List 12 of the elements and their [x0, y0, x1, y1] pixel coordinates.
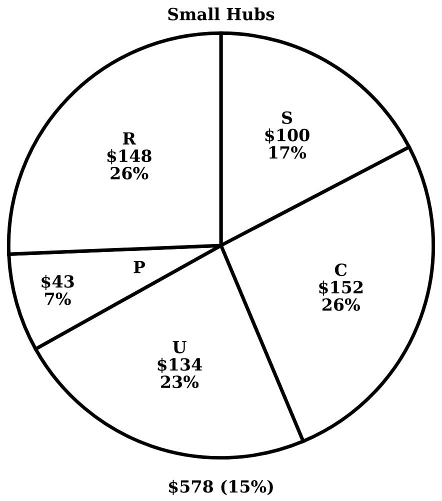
text: $578 (15%) — [168, 480, 273, 496]
data-label: $100 17% — [265, 128, 310, 159]
data-label: $134 23% — [158, 358, 202, 388]
data-label: $148 26% — [107, 149, 152, 180]
slice-label: P — [134, 261, 146, 274]
slice-label: C — [334, 263, 347, 276]
data-label: $152 26% — [319, 280, 363, 311]
slice-label: U — [172, 340, 186, 354]
slice-label: R — [122, 132, 136, 144]
chart-title: Small Hubs — [168, 8, 274, 20]
slice-label: S — [282, 111, 292, 124]
data-label: $43 7% — [42, 274, 74, 306]
